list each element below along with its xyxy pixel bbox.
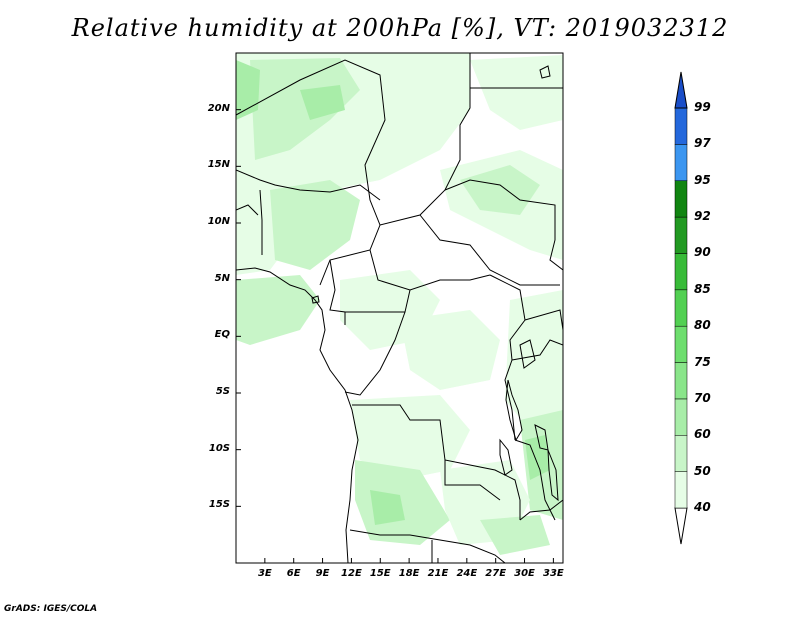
colorbar-segment: [674, 107, 688, 145]
colorbar-level-label: 40: [694, 500, 711, 514]
colorbar-level-label: 99: [694, 100, 711, 114]
lon-tick-label: 27E: [485, 568, 507, 579]
colorbar-level-label: 85: [694, 281, 711, 296]
lat-tick-label: 5S: [215, 386, 230, 397]
lat-tick-label: 10S: [208, 442, 230, 454]
colorbar-level-label: 60: [694, 427, 711, 442]
lon-tick-label: 6E: [286, 568, 301, 579]
lon-tick-label: 33E: [543, 568, 564, 579]
colorbar-level-label: 97: [694, 136, 711, 151]
colorbar-segment: [674, 216, 688, 254]
colorbar-level-label: 50: [694, 463, 711, 478]
lon-tick-label: 24E: [456, 568, 478, 579]
colorbar-segment: [674, 180, 688, 218]
colorbar-segment: [674, 325, 688, 363]
colorbar-level-label: 75: [694, 354, 711, 369]
colorbar-segment: [674, 253, 688, 291]
colorbar-segment: [674, 435, 688, 472]
lon-tick-label: 21E: [427, 568, 449, 579]
lat-tick-label: 10N: [207, 216, 230, 227]
humidity-field: [236, 53, 563, 563]
colorbar-level-label: 80: [694, 318, 711, 333]
lon-tick-label: 30E: [514, 568, 535, 579]
colorbar-segment: [674, 144, 688, 181]
colorbar-over-triangle: [674, 71, 688, 109]
lon-tick-label: 18E: [398, 568, 420, 579]
colorbar-under-triangle: [674, 507, 688, 545]
lat-tick-label: 5N: [214, 272, 230, 284]
colorbar-level-label: 92: [694, 209, 711, 224]
lat-tick-label: EQ: [214, 329, 230, 341]
colorbar-segment: [674, 398, 688, 436]
colorbar-level-label: 70: [694, 390, 711, 405]
lat-tick-label: 15S: [208, 499, 230, 511]
map-frame: [235, 52, 564, 564]
axis-ticks: [236, 109, 554, 563]
lon-tick-label: 9E: [315, 568, 330, 579]
lat-tick-label: 15N: [207, 159, 230, 171]
colorbar-segment: [674, 289, 688, 327]
country-borders: [236, 53, 563, 563]
footer-credit: GrADS: IGES/COLA: [4, 604, 98, 614]
colorbar: [674, 71, 688, 545]
lat-tick-label: 20N: [207, 102, 230, 114]
map-title: Relative humidity at 200hPa [%], VT: 201…: [71, 14, 729, 42]
colorbar-segment: [674, 471, 688, 509]
colorbar-level-label: 90: [694, 245, 711, 260]
lon-tick-label: 15E: [369, 568, 391, 579]
lon-tick-label: 3E: [257, 568, 272, 579]
colorbar-segment: [674, 362, 688, 400]
lon-tick-label: 12E: [341, 568, 362, 579]
colorbar-level-label: 95: [694, 172, 711, 187]
